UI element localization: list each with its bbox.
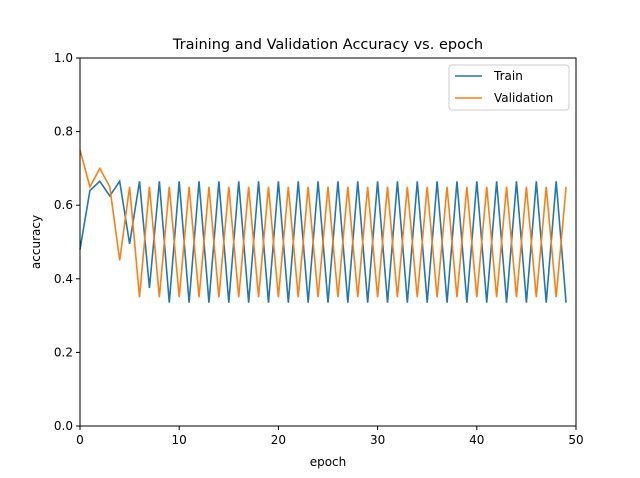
- x-tick-label: 10: [172, 433, 187, 447]
- series-line-validation: [79, 149, 567, 298]
- x-tick-label: 30: [370, 433, 385, 447]
- chart-title: Training and Validation Accuracy vs. epo…: [172, 37, 483, 53]
- y-tick-label: 0.0: [54, 419, 73, 433]
- y-tick-label: 1.0: [54, 51, 73, 65]
- y-tick-label: 0.4: [54, 272, 73, 286]
- y-tick-label: 0.2: [54, 345, 73, 359]
- y-tick-label: 0.6: [54, 198, 73, 212]
- y-axis-label: accuracy: [29, 215, 43, 269]
- legend-label-validation: Validation: [494, 91, 553, 105]
- axes-frame: [79, 57, 577, 427]
- x-tick-label: 0: [76, 433, 84, 447]
- x-axis: 0 10 20 30 40 50: [76, 426, 584, 447]
- x-tick-label: 50: [568, 433, 583, 447]
- y-tick-label: 0.8: [54, 125, 73, 139]
- x-tick-label: 20: [271, 433, 286, 447]
- legend: Train Validation: [448, 64, 570, 111]
- x-axis-label: epoch: [310, 455, 347, 469]
- plot-area: [79, 149, 567, 303]
- x-tick-label: 40: [469, 433, 484, 447]
- legend-label-train: Train: [493, 69, 523, 83]
- y-axis: 0.0 0.2 0.4 0.6 0.8 1.0: [54, 51, 80, 433]
